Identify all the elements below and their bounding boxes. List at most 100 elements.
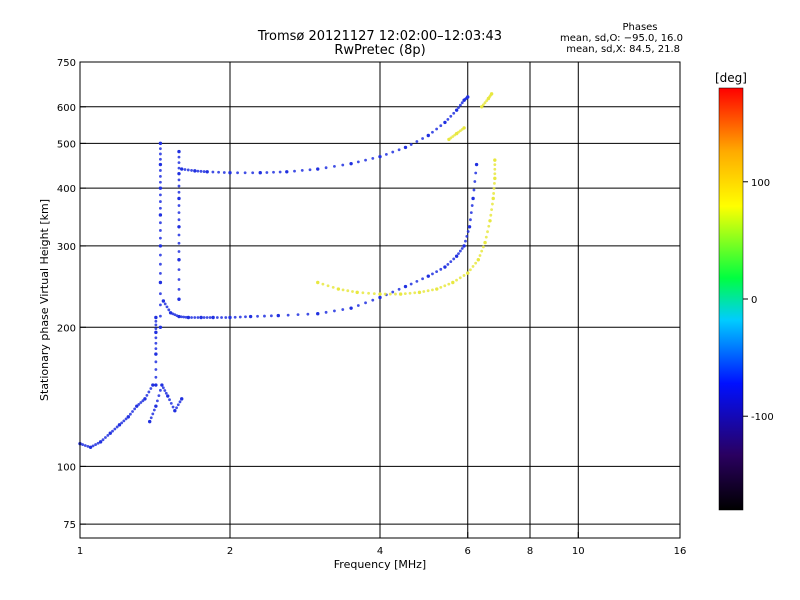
x-mode-point [316,280,320,285]
x-mode-point [481,245,485,249]
o-mode-point [199,315,203,320]
o-mode-point [154,327,158,331]
o-mode-point [154,347,158,351]
o-mode-point [108,431,112,435]
colorbar-tick-label: 0 [751,295,757,306]
chart-subtitle: RwPretec (8p) [334,43,426,58]
o-mode-point [443,120,447,125]
o-mode-point [251,171,255,175]
o-mode-point [120,421,124,425]
o-mode-point [158,244,163,248]
o-mode-point [158,141,163,146]
o-mode-point [180,167,184,171]
o-mode-point [184,315,188,319]
o-mode-point [159,271,162,275]
x-mode-point [426,289,430,293]
x-mode-point [493,181,496,185]
x-mode-point [351,290,354,293]
x-mode-point [491,196,495,201]
x-mode-point [449,136,453,140]
o-mode-point [135,404,139,408]
y-tick-label: 400 [57,184,76,195]
o-mode-point [470,204,474,207]
o-mode-point [158,162,163,167]
o-mode-point [190,169,193,172]
o-mode-point [166,394,170,398]
o-mode-point [177,190,181,194]
o-mode-point [133,407,137,411]
o-mode-point [409,282,413,286]
y-tick-label: 100 [57,462,76,473]
o-mode-point [126,415,130,419]
x-mode-point [480,249,484,253]
o-mode-point [403,145,408,150]
o-mode-point [151,383,155,387]
x-mode-point [458,276,462,280]
o-mode-point [415,140,419,143]
o-mode-point [293,169,296,173]
x-mode-point [484,235,488,239]
o-mode-point [165,305,169,309]
x-mode-point [431,288,434,292]
o-mode-point [452,111,456,115]
o-mode-point [171,312,175,316]
o-mode-point [458,103,462,107]
x-mode-point [462,126,466,130]
y-tick-label: 600 [57,103,76,114]
o-mode-point [163,302,167,306]
o-mode-point [177,211,181,215]
o-mode-point [141,399,145,403]
o-mode-point [159,221,162,225]
x-mode-point [486,230,489,234]
o-mode-point [296,313,300,317]
o-mode-point [333,164,336,168]
o-mode-point [177,171,181,176]
o-mode-point [81,443,85,446]
o-mode-point [439,267,443,271]
x-mode-point [488,219,492,223]
o-mode-point [341,163,345,167]
o-mode-point [154,383,158,387]
x-mode-point [462,274,466,277]
o-mode-point [180,397,184,401]
o-mode-point [177,204,181,207]
o-mode-point [149,387,153,390]
o-mode-point [199,169,203,173]
o-mode-point [159,206,162,210]
o-mode-point [300,169,304,172]
o-mode-point [167,308,171,312]
o-mode-point [228,315,232,320]
o-mode-point [193,169,197,173]
o-mode-point [471,196,475,201]
o-mode-point [168,398,171,402]
o-mode-point [158,186,163,190]
o-mode-point [256,314,259,318]
o-mode-point [169,401,173,405]
o-mode-point [104,436,107,439]
o-mode-point [333,309,336,313]
o-mode-point [154,360,158,364]
o-mode-point [211,170,215,174]
x-tick-label: 8 [527,546,533,557]
x-mode-point [383,292,387,296]
o-mode-point [473,180,477,183]
o-mode-point [158,280,163,285]
o-mode-point [464,239,467,243]
x-mode-point [372,292,376,296]
x-mode-point [493,176,497,181]
x-mode-point [435,287,439,291]
x-mode-point [341,288,345,292]
o-mode-point [426,274,430,278]
o-mode-point [397,148,401,152]
o-mode-point [159,174,162,178]
o-mode-point [159,292,162,296]
o-mode-point [179,315,183,319]
o-mode-point [158,213,163,217]
o-mode-point [364,301,367,305]
o-mode-point [446,262,450,266]
o-mode-point [421,137,424,140]
o-mode-point [159,147,162,151]
y-axis-title: Stationary phase Virtual Height [km] [38,199,51,401]
o-mode-point [154,319,158,323]
